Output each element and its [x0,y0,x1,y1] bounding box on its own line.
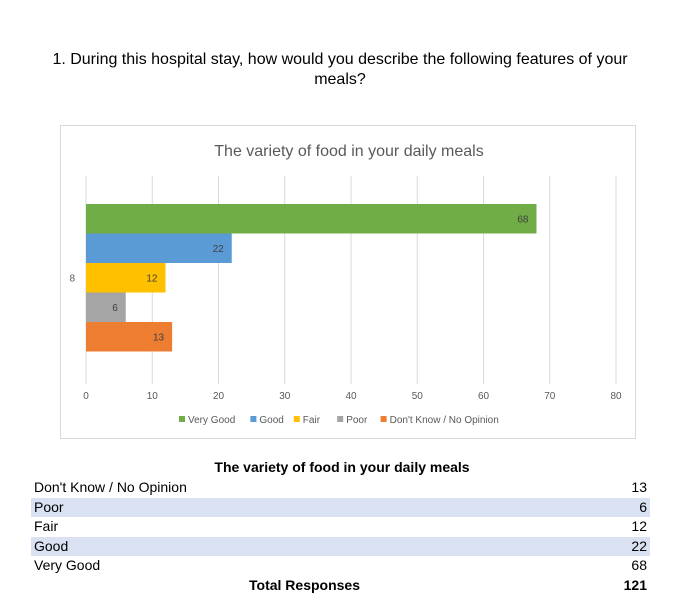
chart-frame: The variety of food in your daily meals 0… [60,125,636,439]
x-tick-label: 10 [147,391,159,402]
row-label: Very Good [34,557,101,573]
row-value: 12 [631,518,647,534]
bar [86,292,126,322]
legend-label: Fair [303,415,321,426]
chart-title: The variety of food in your daily meals [214,143,483,160]
x-tick-label: 60 [478,391,490,402]
row-label: Poor [34,498,64,515]
x-tick-label: 70 [544,391,556,402]
legend-swatch [250,416,257,422]
bar-chart: The variety of food in your daily meals 0… [69,143,622,426]
legend-label: Poor [346,415,368,426]
table-row: Very Good 68 [31,556,650,576]
data-label: 22 [213,244,225,255]
row-value: 68 [631,557,647,573]
legend-label: Very Good [188,415,235,426]
legend-label: Good [259,415,283,426]
total-row: Total Responses 121 [31,575,650,595]
row-label: Good [34,537,69,554]
row-label: Fair [34,518,59,534]
bar [86,263,166,293]
x-tick-label: 20 [213,391,225,402]
question-line-1: 1. During this hospital stay, how would … [52,51,628,68]
legend-label: Don't Know / No Opinion [390,415,499,426]
legend-swatch [380,416,387,422]
total-value: 121 [623,577,647,593]
table-row: Good 22 [31,536,650,556]
legend-swatch [179,416,185,422]
bar [86,204,537,234]
data-label: 12 [146,273,158,284]
row-value: 13 [631,479,647,495]
question-text: 1. During this hospital stay, how would … [40,50,640,90]
total-label: Total Responses [249,577,360,593]
row-label: Don't Know / No Opinion [34,479,187,495]
response-table: Don't Know / No Opinion 13 Poor 6 Fair 12 Good… [31,478,650,576]
row-value: 22 [631,537,647,554]
data-label: 68 [517,214,529,225]
data-label: 6 [112,303,118,314]
x-tick-label: 0 [83,391,89,402]
x-tick-label: 80 [610,391,622,402]
x-tick-label: 40 [345,391,357,402]
x-tick-label: 30 [279,391,291,402]
table-row: Fair 12 [31,517,650,537]
legend-swatch [337,416,344,422]
category-label: 8 [69,273,75,284]
question-line-2: meals? [314,71,366,88]
table-row: Don't Know / No Opinion 13 [31,478,650,498]
x-tick-label: 50 [412,391,424,402]
legend-swatch [293,416,300,422]
data-label: 13 [153,332,165,343]
table-row: Poor 6 [31,497,650,517]
bar [86,233,232,263]
table-title: The variety of food in your daily meals [214,459,470,475]
row-value: 6 [639,498,647,515]
bar [86,322,173,352]
